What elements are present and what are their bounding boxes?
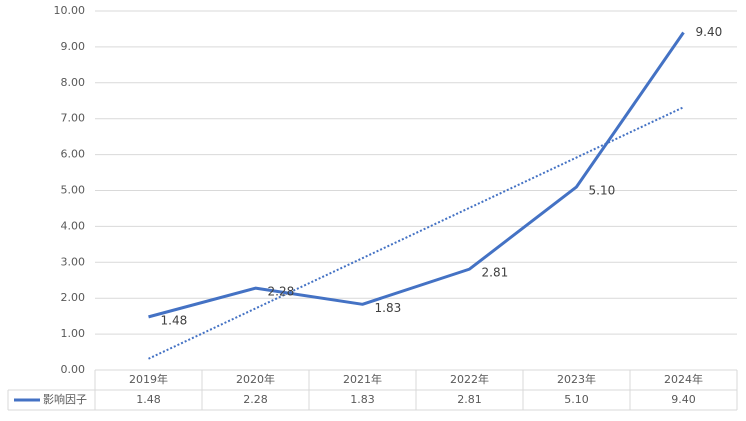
legend-label: 影响因子 [43,393,87,406]
data-label: 1.48 [161,313,188,327]
data-label: 5.10 [589,183,616,197]
y-tick-label: 2.00 [61,291,86,304]
y-tick-label: 3.00 [61,255,86,268]
y-tick-label: 9.00 [61,40,86,53]
data-label: 2.28 [268,285,295,299]
data-label: 9.40 [696,25,723,39]
y-tick-label: 6.00 [61,148,86,161]
trendline [148,106,684,360]
data-label: 1.83 [375,301,402,315]
y-tick-label: 10.00 [54,4,86,17]
x-tick-label: 2021年 [343,372,382,386]
table-value: 9.40 [671,393,696,406]
y-tick-label: 0.00 [61,363,86,376]
table-value: 1.48 [136,393,161,406]
x-tick-label: 2022年 [450,372,489,386]
table-value: 2.28 [243,393,268,406]
y-tick-label: 4.00 [61,219,86,232]
y-tick-label: 7.00 [61,112,86,125]
y-tick-label: 8.00 [61,76,86,89]
table-value: 5.10 [564,393,589,406]
table-value: 1.83 [350,393,375,406]
x-tick-label: 2024年 [664,372,703,386]
x-tick-label: 2020年 [236,372,275,386]
data-label: 2.81 [482,266,509,280]
table-value: 2.81 [457,393,482,406]
y-tick-label: 5.00 [61,184,86,197]
line [148,31,685,319]
x-tick-label: 2019年 [129,372,168,386]
y-tick-label: 1.00 [61,327,86,340]
x-tick-label: 2023年 [557,372,596,386]
